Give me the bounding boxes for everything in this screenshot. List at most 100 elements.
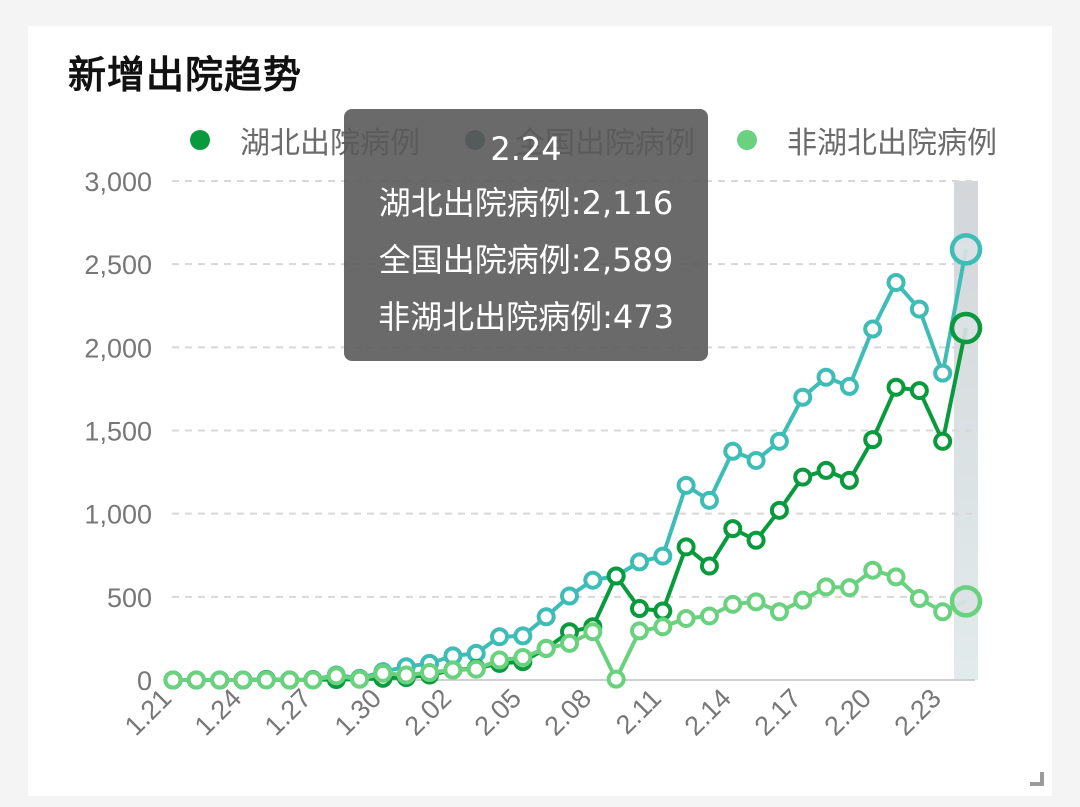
data-point[interactable]: [909, 381, 929, 401]
data-point[interactable]: [186, 670, 206, 690]
x-tick-label: 2.08: [539, 683, 597, 741]
data-point[interactable]: [746, 450, 766, 470]
data-point[interactable]: [583, 570, 603, 590]
data-point[interactable]: [536, 607, 556, 627]
x-tick-label: 1.24: [189, 683, 247, 741]
y-tick-label: 1,000: [84, 500, 152, 530]
data-point[interactable]: [560, 633, 579, 653]
data-point[interactable]: [949, 311, 983, 345]
x-tick-label: 2.20: [819, 683, 877, 741]
data-point[interactable]: [373, 663, 393, 683]
series-2[interactable]: [163, 560, 983, 690]
legend-item-non-hubei[interactable]: 非湖北出院病例: [737, 118, 997, 162]
data-point[interactable]: [933, 363, 953, 383]
x-tick-label: 2.23: [889, 683, 947, 741]
data-point[interactable]: [350, 669, 370, 689]
data-point[interactable]: [490, 650, 510, 670]
data-point[interactable]: [513, 648, 533, 668]
data-point[interactable]: [653, 601, 673, 621]
data-point[interactable]: [653, 546, 673, 566]
data-point[interactable]: [466, 659, 486, 679]
resize-handle-icon[interactable]: [1030, 772, 1044, 786]
chart-title: 新增出院趋势: [68, 53, 303, 97]
x-tick-label: 1.27: [259, 683, 317, 741]
data-point[interactable]: [933, 431, 953, 451]
x-tick-label: 2.11: [610, 683, 667, 740]
data-point[interactable]: [699, 556, 719, 576]
data-point[interactable]: [256, 670, 276, 690]
data-point[interactable]: [839, 376, 859, 396]
data-point[interactable]: [513, 626, 533, 646]
data-point[interactable]: [839, 578, 859, 598]
data-point[interactable]: [676, 475, 696, 495]
data-point[interactable]: [723, 441, 743, 461]
data-point[interactable]: [793, 590, 813, 610]
data-point[interactable]: [723, 519, 743, 539]
y-tick-label: 0: [137, 666, 152, 696]
legend-dot-icon: [737, 130, 757, 150]
data-point[interactable]: [280, 670, 300, 690]
data-point[interactable]: [536, 638, 556, 658]
data-point[interactable]: [863, 430, 883, 450]
data-point[interactable]: [793, 467, 813, 487]
x-tick-label: 2.05: [469, 683, 527, 741]
data-point[interactable]: [769, 431, 789, 451]
data-point[interactable]: [863, 319, 883, 339]
data-point[interactable]: [793, 387, 813, 407]
data-point[interactable]: [396, 665, 416, 685]
x-tick-label: 2.14: [679, 683, 737, 741]
data-point[interactable]: [839, 470, 859, 490]
data-point[interactable]: [210, 670, 230, 690]
data-point[interactable]: [326, 666, 346, 686]
data-point[interactable]: [769, 602, 789, 622]
data-point[interactable]: [676, 537, 696, 557]
y-tick-label: 1,500: [84, 417, 152, 447]
x-tick-label: 2.17: [749, 683, 807, 741]
y-tick-label: 2,500: [84, 250, 152, 280]
tooltip-line-non-hubei: 非湖北出院病例:473: [378, 298, 674, 336]
x-tick-label: 1.21: [119, 683, 177, 741]
y-tick-label: 2,000: [84, 333, 152, 363]
data-point[interactable]: [583, 622, 603, 642]
data-point[interactable]: [886, 272, 906, 292]
data-point[interactable]: [746, 592, 766, 612]
data-point[interactable]: [746, 530, 766, 550]
y-tick-label: 3,000: [84, 167, 152, 197]
data-point[interactable]: [816, 460, 836, 480]
data-point[interactable]: [163, 670, 183, 690]
data-point[interactable]: [560, 586, 579, 606]
tooltip-date: 2.24: [490, 130, 562, 168]
data-point[interactable]: [816, 577, 836, 597]
data-point[interactable]: [606, 669, 626, 689]
data-point[interactable]: [886, 377, 906, 397]
data-point[interactable]: [676, 608, 696, 628]
data-point[interactable]: [629, 552, 649, 572]
data-point[interactable]: [909, 299, 929, 319]
data-point[interactable]: [629, 598, 649, 618]
data-point[interactable]: [653, 617, 673, 637]
tooltip-line-national: 全国出院病例:2,589: [378, 241, 674, 279]
data-point[interactable]: [699, 490, 719, 510]
data-point[interactable]: [629, 621, 649, 641]
data-point[interactable]: [466, 643, 486, 663]
data-point[interactable]: [420, 663, 440, 683]
data-point[interactable]: [816, 367, 836, 387]
tooltip-line-hubei: 湖北出院病例:2,116: [378, 184, 674, 222]
legend-label: 非湖北出院病例: [787, 126, 997, 161]
data-point[interactable]: [909, 588, 929, 608]
data-point[interactable]: [606, 566, 626, 586]
data-point[interactable]: [769, 500, 789, 520]
legend-dot-icon: [190, 130, 210, 150]
data-point[interactable]: [303, 670, 323, 690]
data-point[interactable]: [949, 233, 983, 266]
data-point[interactable]: [949, 585, 983, 618]
data-point[interactable]: [443, 660, 463, 680]
data-point[interactable]: [233, 670, 253, 690]
data-point[interactable]: [933, 602, 953, 622]
data-point[interactable]: [490, 627, 510, 647]
data-point[interactable]: [723, 594, 743, 614]
data-point[interactable]: [863, 560, 883, 580]
data-point[interactable]: [699, 606, 719, 626]
data-point[interactable]: [886, 567, 906, 587]
